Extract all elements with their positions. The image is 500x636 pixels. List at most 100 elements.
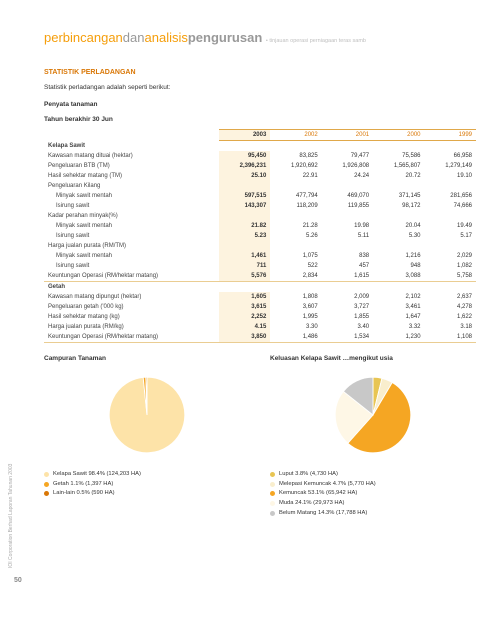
table-cell: 1,605 <box>219 292 270 302</box>
table-row-label: Minyak sawit mentah <box>44 191 219 201</box>
table-cell: 1,808 <box>270 292 321 302</box>
table-row-label: Kadar perahan minyak(%) <box>44 211 219 221</box>
table-header-year: 1999 <box>425 130 476 141</box>
table-cell: 1,855 <box>322 312 373 322</box>
chart-title-2: Keluasan Kelapa Sawit …mengikut usia <box>270 355 476 362</box>
title-part-1: perbincangan <box>44 30 123 45</box>
table-cell: 1,216 <box>373 251 424 261</box>
table-category: Kelapa Sawit <box>44 141 476 152</box>
table-cell: 3.40 <box>322 322 373 332</box>
table-cell: 371,145 <box>373 191 424 201</box>
legend-dot-icon <box>270 491 275 496</box>
legend-label: Kelapa Sawit 98.4% (124,203 HA) <box>53 470 141 479</box>
subheading-1: Penyata tanaman <box>44 101 476 108</box>
table-row-label: Minyak sawit mentah <box>44 251 219 261</box>
legend-1: Kelapa Sawit 98.4% (124,203 HA)Getah 1.1… <box>44 470 250 498</box>
table-row: Kawasan matang dipungut (hektar)1,6051,8… <box>44 292 476 302</box>
table-cell: 21.28 <box>270 221 321 231</box>
legend-item: Lain-lain 0.5% (590 HA) <box>44 489 250 498</box>
table-cell: 948 <box>373 261 424 271</box>
table-row-label: Isirung sawit <box>44 231 219 241</box>
table-cell: 1,230 <box>373 332 424 343</box>
table-cell: 5.11 <box>322 231 373 241</box>
table-cell: 3.18 <box>425 322 476 332</box>
table-row: Pengeluaran Kilang <box>44 181 476 191</box>
table-cell: 4.15 <box>219 322 270 332</box>
table-row: Isirung sawit7115224579481,082 <box>44 261 476 271</box>
legend-dot-icon <box>44 491 49 496</box>
title-part-3: analisis <box>145 30 188 45</box>
table-cell: 711 <box>219 261 270 271</box>
table-cell: 2,102 <box>373 292 424 302</box>
legend-label: Lain-lain 0.5% (590 HA) <box>53 489 115 498</box>
table-row: Hasil sehektar matang (TM)25.1022.9124.2… <box>44 171 476 181</box>
legend-item: Muda 24.1% (29,973 HA) <box>270 499 476 508</box>
table-cell: 5.17 <box>425 231 476 241</box>
table-cell: 119,855 <box>322 201 373 211</box>
table-header-year: 2000 <box>373 130 424 141</box>
legend-item: Melepasi Kemuncak 4.7% (5,770 HA) <box>270 480 476 489</box>
legend-item: Kemuncak 53.1% (65,942 HA) <box>270 489 476 498</box>
section-heading: STATISTIK PERLADANGAN <box>44 69 476 76</box>
table-cell: 19.49 <box>425 221 476 231</box>
table-cell: 1,108 <box>425 332 476 343</box>
table-cell: 3,461 <box>373 302 424 312</box>
table-row-label: Pengeluaran Kilang <box>44 181 219 191</box>
table-cell: 66,958 <box>425 151 476 161</box>
table-cell: 2,029 <box>425 251 476 261</box>
legend-label: Belum Matang 14.3% (17,788 HA) <box>279 509 367 518</box>
table-cell: 1,995 <box>270 312 321 322</box>
legend-label: Luput 3.8% (4,730 HA) <box>279 470 338 479</box>
table-cell: 79,477 <box>322 151 373 161</box>
table-cell: 3.32 <box>373 322 424 332</box>
chart-title-1: Campuran Tanaman <box>44 355 250 362</box>
table-cell: 19.98 <box>322 221 373 231</box>
table-cell: 3.30 <box>270 322 321 332</box>
legend-dot-icon <box>270 472 275 477</box>
title-sub: • tinjauan operasi perniagaan teras samb <box>266 38 366 44</box>
table-row-label: Pengeluaran BTB (TM) <box>44 161 219 171</box>
table-cell <box>219 181 270 191</box>
table-row-label: Pengeluaran getah ('000 kg) <box>44 302 219 312</box>
table-cell: 2,009 <box>322 292 373 302</box>
table-cell: 1,534 <box>322 332 373 343</box>
chart-col-2: Keluasan Kelapa Sawit …mengikut usia Lup… <box>270 355 476 518</box>
charts-row: Campuran Tanaman Kelapa Sawit 98.4% (124… <box>44 355 476 518</box>
table-cell <box>373 211 424 221</box>
table-cell <box>270 181 321 191</box>
table-cell <box>270 211 321 221</box>
title-part-4: pengurusan <box>188 30 262 45</box>
table-row-label: Keuntungan Operasi (RM/hektar matang) <box>44 332 219 343</box>
legend-item: Getah 1.1% (1,397 HA) <box>44 480 250 489</box>
table-row-label: Harga jualan purata (RM/TM) <box>44 241 219 251</box>
table-cell: 20.04 <box>373 221 424 231</box>
table-row: Pengeluaran BTB (TM)2,396,2311,920,6921,… <box>44 161 476 171</box>
table-row: Kadar perahan minyak(%) <box>44 211 476 221</box>
legend-dot-icon <box>270 501 275 506</box>
table-cell: 477,794 <box>270 191 321 201</box>
table-row-label: Minyak sawit mentah <box>44 221 219 231</box>
table-cell <box>219 241 270 251</box>
table-row-label: Harga jualan purata (RM/kg) <box>44 322 219 332</box>
pie-chart-1 <box>44 370 250 460</box>
table-cell: 74,666 <box>425 201 476 211</box>
intro-text: Statistik perladangan adalah seperti ber… <box>44 84 476 91</box>
table-row: Kawasan matang dituai (hektar)95,45083,8… <box>44 151 476 161</box>
subheading-2: Tahun berakhir 30 Jun <box>44 116 476 123</box>
table-cell: 281,656 <box>425 191 476 201</box>
table-row-label: Hasil sehektar matang (TM) <box>44 171 219 181</box>
table-cell: 1,565,807 <box>373 161 424 171</box>
table-cell: 143,307 <box>219 201 270 211</box>
table-cell: 3,607 <box>270 302 321 312</box>
table-cell: 597,515 <box>219 191 270 201</box>
table-cell: 1,622 <box>425 312 476 322</box>
legend-dot-icon <box>270 511 275 516</box>
table-cell <box>322 241 373 251</box>
chart-col-1: Campuran Tanaman Kelapa Sawit 98.4% (124… <box>44 355 250 518</box>
table-cell: 95,450 <box>219 151 270 161</box>
side-label: IOI Corporation Berhad Laporan Tahunan 2… <box>8 464 14 568</box>
legend-label: Muda 24.1% (29,973 HA) <box>279 499 344 508</box>
statistics-table: 2003 2002 2001 2000 1999 Kelapa SawitKaw… <box>44 129 476 343</box>
table-row: Isirung sawit5.235.265.115.305.17 <box>44 231 476 241</box>
table-cell <box>322 211 373 221</box>
